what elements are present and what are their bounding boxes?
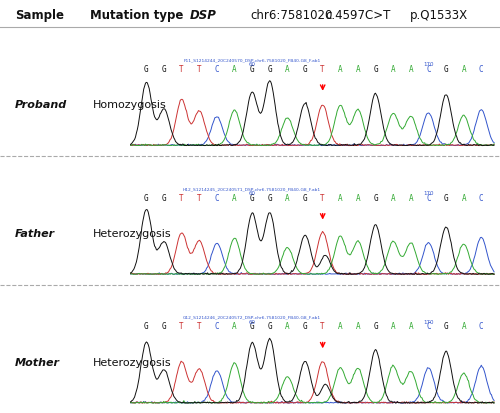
Text: A: A (356, 322, 360, 331)
Text: G: G (373, 322, 378, 331)
Text: T: T (320, 193, 325, 202)
Text: G: G (144, 322, 148, 331)
Text: G: G (268, 193, 272, 202)
Text: C: C (426, 65, 430, 74)
Text: A: A (285, 65, 290, 74)
Text: G: G (162, 193, 166, 202)
Text: G: G (268, 322, 272, 331)
Text: C: C (426, 322, 430, 331)
Text: A: A (232, 65, 237, 74)
Text: G: G (444, 193, 448, 202)
Text: A: A (462, 193, 466, 202)
Text: Mutation type: Mutation type (90, 9, 184, 22)
Text: C: C (214, 65, 219, 74)
Text: DSP: DSP (190, 9, 217, 22)
Text: G: G (250, 322, 254, 331)
Text: A: A (462, 65, 466, 74)
Text: A: A (338, 193, 342, 202)
Text: G: G (373, 65, 378, 74)
Text: c.4597C>T: c.4597C>T (325, 9, 390, 22)
Text: A: A (408, 322, 413, 331)
Text: A: A (356, 65, 360, 74)
Text: G: G (144, 193, 148, 202)
Text: A: A (462, 322, 466, 331)
Text: chr6:7581020: chr6:7581020 (250, 9, 332, 22)
Text: A: A (408, 193, 413, 202)
Text: T: T (197, 193, 202, 202)
Text: Homozygosis: Homozygosis (92, 100, 166, 110)
Text: Heterozygosis: Heterozygosis (92, 357, 171, 367)
Text: 60: 60 (248, 62, 256, 67)
Text: A: A (356, 193, 360, 202)
Text: G: G (302, 322, 308, 331)
Text: C: C (479, 193, 484, 202)
Text: T: T (180, 65, 184, 74)
Text: A: A (408, 65, 413, 74)
Text: C: C (214, 193, 219, 202)
Text: G: G (444, 322, 448, 331)
Text: T: T (180, 193, 184, 202)
Text: T: T (320, 65, 325, 74)
Text: G: G (268, 65, 272, 74)
Text: p.Q1533X: p.Q1533X (410, 9, 468, 22)
Text: Mother: Mother (15, 357, 60, 367)
Text: T: T (320, 322, 325, 331)
Text: 170: 170 (423, 191, 434, 196)
Text: G: G (250, 193, 254, 202)
Text: Proband: Proband (15, 100, 67, 110)
Text: 60: 60 (248, 191, 256, 196)
Text: G12_S1214246_20C240572_DSP-chr6-7581020_FB40-G8_F.ab1: G12_S1214246_20C240572_DSP-chr6-7581020_… (183, 315, 321, 319)
Text: A: A (232, 322, 237, 331)
Text: A: A (285, 193, 290, 202)
Text: A: A (285, 322, 290, 331)
Text: A: A (232, 193, 237, 202)
Text: C: C (479, 65, 484, 74)
Text: G: G (162, 65, 166, 74)
Text: T: T (197, 65, 202, 74)
Text: G: G (444, 65, 448, 74)
Text: 60: 60 (248, 319, 256, 324)
Text: C: C (426, 193, 430, 202)
Text: A: A (391, 65, 396, 74)
Text: A: A (338, 65, 342, 74)
Text: F11_S1214244_20C240570_DSP-chr6-7581020_FB40-G8_F.ab1: F11_S1214244_20C240570_DSP-chr6-7581020_… (184, 58, 321, 62)
Text: Father: Father (15, 229, 55, 239)
Text: G: G (302, 193, 308, 202)
Text: A: A (391, 193, 396, 202)
Text: C: C (214, 322, 219, 331)
Text: H12_S1214245_20C240571_DSP-chr6-7581020_FB40-G8_F.ab1: H12_S1214245_20C240571_DSP-chr6-7581020_… (183, 187, 321, 190)
Text: A: A (391, 322, 396, 331)
Text: G: G (162, 322, 166, 331)
Text: Heterozygosis: Heterozygosis (92, 229, 171, 239)
Text: G: G (302, 65, 308, 74)
Text: G: G (373, 193, 378, 202)
Text: T: T (180, 322, 184, 331)
Text: Sample: Sample (15, 9, 64, 22)
Text: 170: 170 (423, 319, 434, 324)
Text: C: C (479, 322, 484, 331)
Text: T: T (197, 322, 202, 331)
Text: A: A (338, 322, 342, 331)
Text: G: G (144, 65, 148, 74)
Text: 170: 170 (423, 62, 434, 67)
Text: G: G (250, 65, 254, 74)
